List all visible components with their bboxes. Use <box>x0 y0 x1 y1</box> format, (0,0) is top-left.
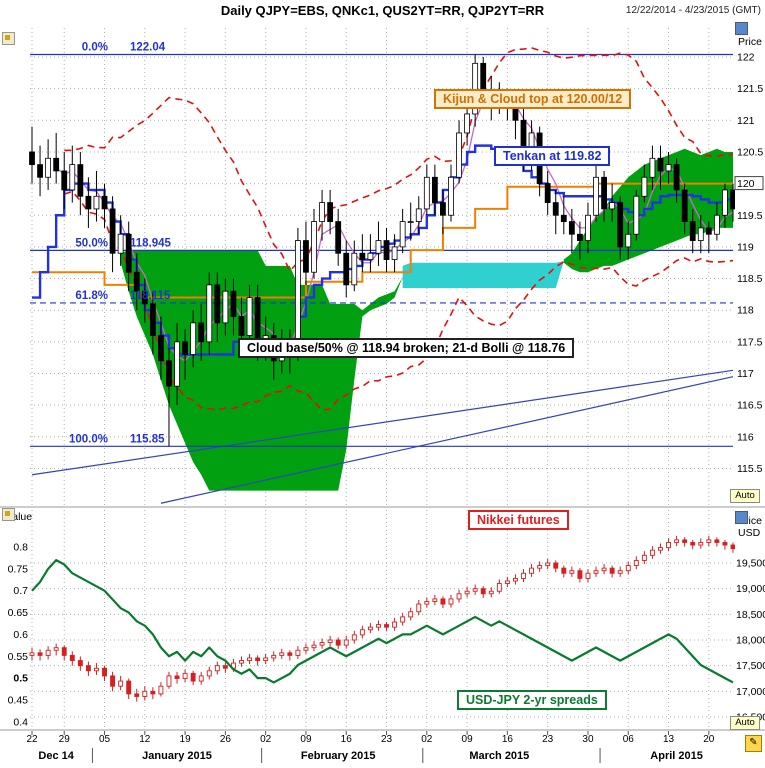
bottom-panel-plot <box>29 535 735 702</box>
top-price-tick-label: 115.5 <box>737 463 763 475</box>
top-axis-auto-button[interactable]: Auto <box>730 489 760 503</box>
bottom-price-tick-label: 18,500 <box>736 609 765 621</box>
annotation-cloud-base[interactable]: Cloud base/50% @ 118.94 broken; 21-d Bol… <box>238 338 575 358</box>
bottom-price-axis-title-line2: USD <box>738 527 761 539</box>
chart-title: Daily QJPY=EBS, QNKc1, QUS2YT=RR, QJP2YT… <box>220 3 545 18</box>
fib-pct-label: 100.0% <box>69 433 108 445</box>
spreads-line <box>31 559 734 684</box>
value-tick-label: 0.6 <box>13 629 28 641</box>
top-price-tick-label: 116.5 <box>737 400 763 412</box>
top-panel-link-icon[interactable] <box>2 32 15 45</box>
bottom-price-tick-label: 19,000 <box>736 583 765 595</box>
x-tick-label: 16 <box>502 734 514 745</box>
fib-pct-label: 0.0% <box>82 41 108 53</box>
x-tick-label: 12 <box>139 734 151 745</box>
bottom-price-tick-label: 17,000 <box>736 686 765 698</box>
x-tick-label: 06 <box>623 734 635 745</box>
annotation-usdjpy-spreads[interactable]: USD-JPY 2-yr spreads <box>457 690 607 710</box>
top-panel-plot <box>29 47 735 504</box>
x-tick-label: 09 <box>462 734 474 745</box>
x-tick-label: 22 <box>26 734 38 745</box>
value-tick-label: 0.7 <box>13 585 28 597</box>
x-tick-label: 23 <box>542 734 554 745</box>
top-price-tick-label: 122 <box>737 52 755 64</box>
bottom-price-tick-label: 17,500 <box>736 660 765 672</box>
ichimoku-cloud-down <box>402 261 564 289</box>
trendline[interactable] <box>160 376 734 504</box>
value-tick-label: 0.45 <box>8 694 29 706</box>
date-range-label: 12/22/2014 - 4/23/2015 (GMT) <box>625 5 761 16</box>
top-price-tick-label: 121 <box>737 115 755 127</box>
top-price-tick-label: 120 <box>737 178 755 190</box>
draw-tool-pencil-icon[interactable]: ✎ <box>745 735 762 752</box>
x-tick-label: 05 <box>99 734 111 745</box>
top-price-axis-title: Price <box>738 36 762 48</box>
ichimoku-cloud-up <box>120 250 403 491</box>
fib-price-label: 118.945 <box>130 237 172 249</box>
candlestick-series-nikkei <box>29 535 735 702</box>
value-tick-label: 0.8 <box>13 542 28 554</box>
value-tick-label: 0.65 <box>8 607 29 619</box>
month-label: February 2015 <box>301 750 376 762</box>
x-tick-label: 29 <box>59 734 71 745</box>
value-tick-label: 0.4 <box>13 716 28 728</box>
x-tick-label: 02 <box>260 734 272 745</box>
x-tick-label: 26 <box>220 734 232 745</box>
top-price-tick-label: 121.5 <box>737 83 763 95</box>
x-tick-label: 23 <box>381 734 393 745</box>
x-tick-label: 19 <box>180 734 192 745</box>
x-tick-label: 30 <box>582 734 594 745</box>
top-price-tick-label: 119 <box>737 241 754 253</box>
top-price-tick-label: 117.5 <box>737 336 763 348</box>
fib-price-label: 115.85 <box>130 433 165 445</box>
x-tick-label: 02 <box>421 734 433 745</box>
last-price-marker-box <box>734 176 764 191</box>
annotation-kijun-cloud-top[interactable]: Kijun & Cloud top at 120.00/12 <box>434 89 632 109</box>
value-tick-label: 0.5 <box>13 673 28 685</box>
value-tick-label: 0.75 <box>8 563 29 575</box>
month-label: Dec 14 <box>38 750 74 762</box>
fib-pct-label: 50.0% <box>75 237 108 249</box>
candlestick-series-qjpy <box>29 54 735 447</box>
bottom-panel-link-icon[interactable] <box>2 508 15 521</box>
top-price-tick-label: 118.5 <box>737 273 763 285</box>
axis-labels: 0.0% 122.04 50.0% 118.945 61.8% 118.115 100.0%… <box>0 41 765 763</box>
bottom-price-tick-label: 18,000 <box>736 635 765 647</box>
annotation-tenkan[interactable]: Tenkan at 119.82 <box>494 146 611 166</box>
trendline[interactable] <box>31 369 734 476</box>
x-tick-label: 20 <box>703 734 715 745</box>
top-price-tick-label: 117 <box>737 368 754 380</box>
x-tick-label: 16 <box>341 734 353 745</box>
x-tick-label: 13 <box>663 734 675 745</box>
top-price-tick-label: 116 <box>737 431 754 443</box>
month-label: April 2015 <box>650 750 703 762</box>
annotation-nikkei-futures[interactable]: Nikkei futures <box>468 510 569 530</box>
ichimoku-cloud-up <box>563 148 733 273</box>
bottom-price-tick-label: 19,500 <box>736 558 765 570</box>
top-price-tick-label: 119.5 <box>737 210 763 222</box>
gridlines <box>30 28 733 728</box>
x-tick-label: 09 <box>300 734 312 745</box>
bollinger-upper-band <box>64 47 734 273</box>
bottom-axis-menu-icon[interactable] <box>735 511 748 524</box>
top-price-tick-label: 118 <box>737 305 754 317</box>
month-label: January 2015 <box>142 750 212 762</box>
bottom-axis-auto-button[interactable]: Auto <box>730 716 760 730</box>
fib-price-label: 122.04 <box>130 41 166 53</box>
top-price-tick-label: 120.5 <box>737 146 763 158</box>
fib-pct-label: 61.8% <box>75 290 108 302</box>
value-tick-label: 0.55 <box>8 651 29 663</box>
fib-price-label: 118.115 <box>130 290 171 302</box>
month-label: March 2015 <box>469 750 529 762</box>
top-axis-menu-icon[interactable] <box>735 22 748 35</box>
